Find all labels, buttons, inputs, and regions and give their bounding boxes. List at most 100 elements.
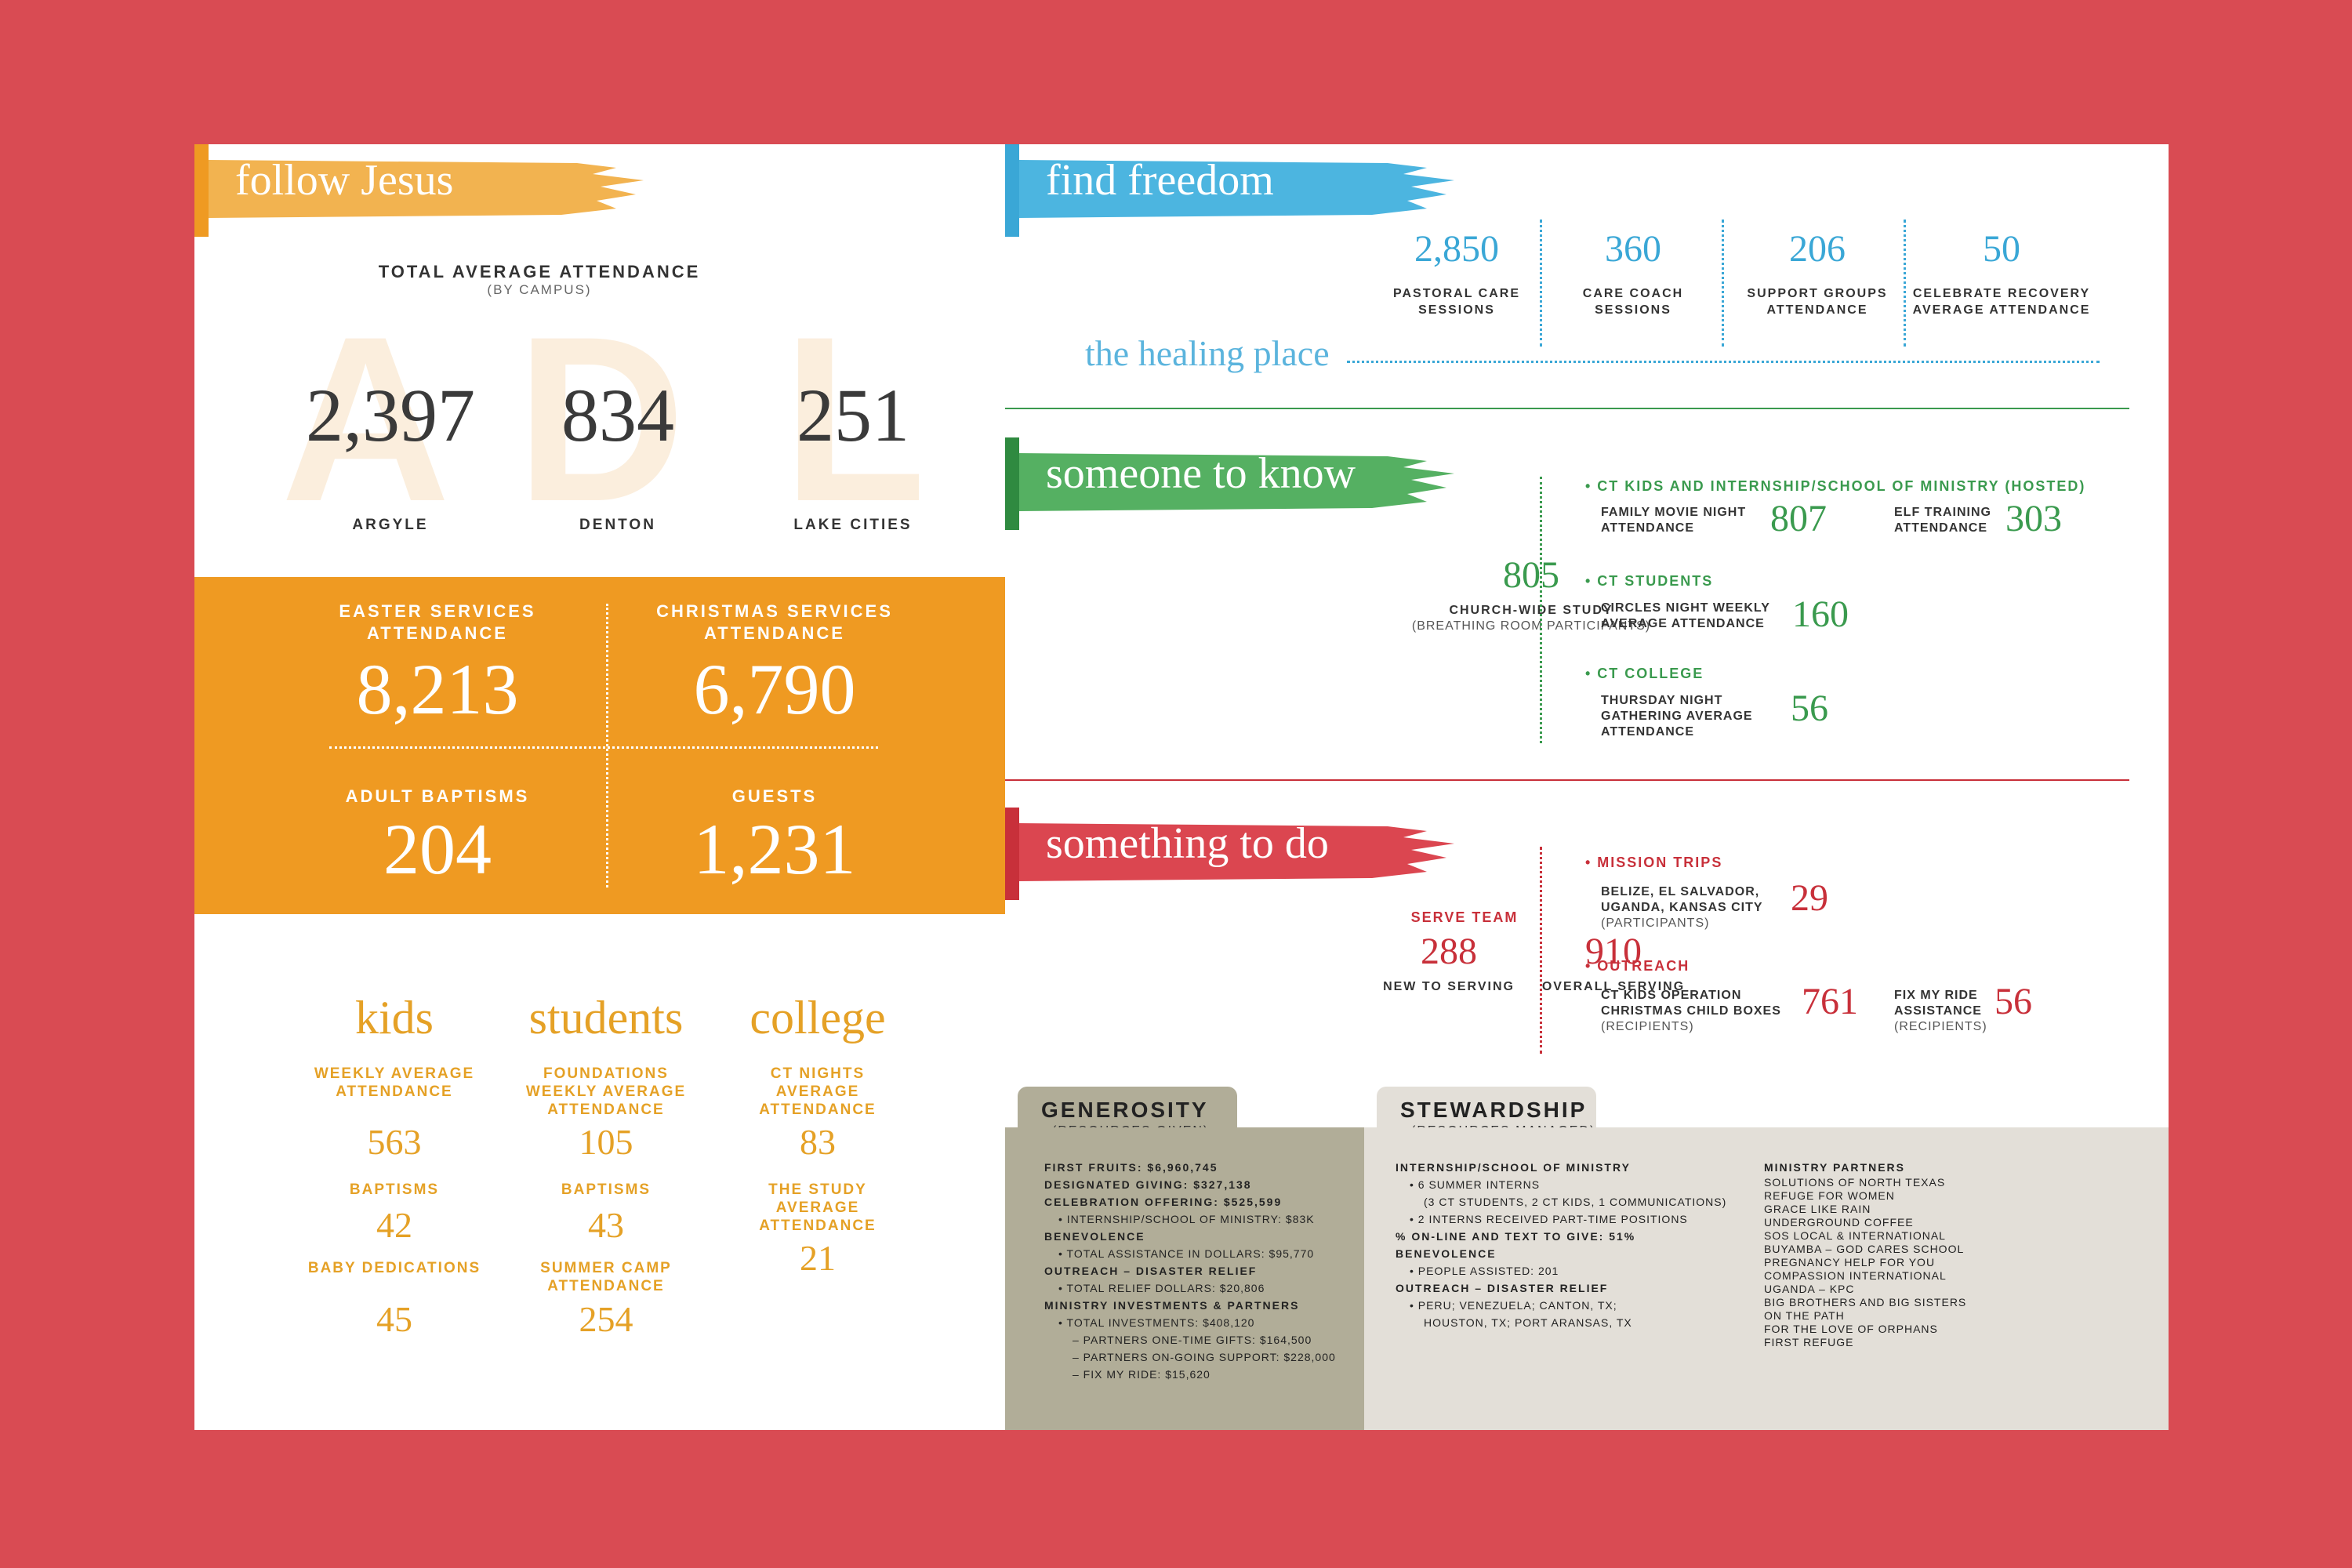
celebrate-recovery-value: 50 <box>1983 228 2020 270</box>
outreach-heading: • OUTREACH <box>1585 958 1690 974</box>
argyle-label: ARGYLE <box>352 517 429 533</box>
pastoral-care-value: 2,850 <box>1414 228 1499 270</box>
total-attendance-label: TOTAL AVERAGE ATTENDANCE <box>378 262 701 281</box>
ct-college-heading: • CT COLLEGE <box>1585 666 1704 681</box>
section-divider-red <box>1005 779 2129 781</box>
christmas-value: 6,790 <box>693 649 856 729</box>
partner-item: UNDERGROUND COFFEE <box>1764 1216 1914 1229</box>
ct-kids-heading: • CT KIDS AND INTERNSHIP/SCHOOL OF MINIS… <box>1585 478 2086 494</box>
box-divider-vertical <box>606 604 608 887</box>
banner-tab <box>1005 144 1019 237</box>
church-study-label: CHURCH-WIDE STUDY <box>1449 604 1613 617</box>
elf-training-label: ELF TRAINING ATTENDANCE <box>1894 506 1991 535</box>
circles-night-label: CIRCLES NIGHT WEEKLY AVERAGE ATTENDANCE <box>1601 601 1770 630</box>
pastoral-care-label: PASTORAL CARE SESSIONS <box>1392 287 1520 317</box>
banner-tab <box>1005 437 1019 530</box>
stewardship-list: INTERNSHIP/SCHOOL OF MINISTRY • 6 SUMMER … <box>1396 1159 1726 1331</box>
ministry-partners: MINISTRY PARTNERS SOLUTIONS OF NORTH TEX… <box>1764 1159 1966 1349</box>
stewardship-panel: INTERNSHIP/SCHOOL OF MINISTRY • 6 SUMMER … <box>1364 1127 2169 1430</box>
college-heading: college <box>750 992 886 1044</box>
fix-my-ride-value: 56 <box>1994 981 2032 1022</box>
celebrate-recovery-label: CELEBRATE RECOVERY AVERAGE ATTENDANCE <box>1912 287 2091 317</box>
list-item: FIRST FRUITS: $6,960,745 <box>1044 1161 1218 1174</box>
generosity-panel: FIRST FRUITS: $6,960,745 DESIGNATED GIVIN… <box>1005 1127 1364 1430</box>
college-ct-nights-label: CT NIGHTS AVERAGE ATTENDANCE <box>759 1065 877 1118</box>
support-groups-label: SUPPORT GROUPS ATTENDANCE <box>1747 287 1888 317</box>
partner-item: BUYAMBA – GOD CARES SCHOOL <box>1764 1243 1965 1255</box>
partner-item: GRACE LIKE RAIN <box>1764 1203 1871 1215</box>
occ-boxes-label: CT KIDS OPERATION CHRISTMAS CHILD BOXES <box>1601 989 1781 1018</box>
guests-value: 1,231 <box>693 809 856 889</box>
list-item: DESIGNATED GIVING: $327,138 <box>1044 1178 1252 1191</box>
generosity-list: FIRST FRUITS: $6,960,745 DESIGNATED GIVIN… <box>1044 1159 1336 1383</box>
partner-item: REFUGE FOR WOMEN <box>1764 1189 1895 1202</box>
guests-label: GUESTS <box>731 786 818 806</box>
baptisms-label: ADULT BAPTISMS <box>345 786 530 806</box>
partner-item: UGANDA – KPC <box>1764 1283 1855 1295</box>
lake-cities-label: LAKE CITIES <box>793 517 913 533</box>
kids-baptisms-value: 42 <box>376 1205 412 1245</box>
overall-serving-label: OVERALL SERVING <box>1541 980 1686 993</box>
list-item: • 6 SUMMER INTERNS <box>1410 1178 1541 1191</box>
partner-item: ON THE PATH <box>1764 1309 1845 1322</box>
care-coach-label: CARE COACH SESSIONS <box>1582 287 1684 317</box>
list-item: • PEOPLE ASSISTED: 201 <box>1410 1265 1559 1277</box>
list-item: • 2 INTERNS RECEIVED PART-TIME POSITIONS <box>1410 1213 1688 1225</box>
generosity-tab: GENEROSITY (RESOURCES GIVEN) <box>1018 1087 1237 1138</box>
kids-weekly-value: 563 <box>367 1122 422 1162</box>
annual-report-spread: follow Jesus TOTAL AVERAGE ATTENDANCE (B… <box>194 144 2169 1430</box>
denton-label: DENTON <box>579 517 656 533</box>
campus-letter-a: A <box>281 287 451 550</box>
argyle-value: 2,397 <box>306 373 475 457</box>
baptisms-value: 204 <box>383 809 492 889</box>
partner-item: FOR THE LOVE OF ORPHANS <box>1764 1323 1938 1335</box>
thursday-night-label: THURSDAY NIGHT GATHERING AVERAGE ATTENDA… <box>1601 694 1753 739</box>
new-serving-value: 288 <box>1421 931 1477 972</box>
list-item: MINISTRY INVESTMENTS & PARTNERS <box>1044 1299 1300 1312</box>
partner-item: SOS LOCAL & INTERNATIONAL <box>1764 1229 1946 1242</box>
elf-training-value: 303 <box>2005 498 2062 539</box>
movie-night-value: 807 <box>1770 498 1827 539</box>
stat-divider <box>1904 220 1906 347</box>
college-study-value: 21 <box>800 1238 836 1278</box>
section-title: follow Jesus <box>235 156 454 205</box>
college-study-label: THE STUDY AVERAGE ATTENDANCE <box>759 1181 877 1234</box>
care-coach-value: 360 <box>1605 228 1661 270</box>
kids-baptisms-label: BAPTISMS <box>349 1181 440 1198</box>
mission-trips-sub: (PARTICIPANTS) <box>1601 916 1710 930</box>
kids-dedications-label: BABY DEDICATIONS <box>307 1260 481 1276</box>
easter-value: 8,213 <box>356 649 519 729</box>
fix-my-ride-sub: (RECIPIENTS) <box>1894 1020 1987 1033</box>
stat-divider <box>1540 220 1542 347</box>
partner-item: SOLUTIONS OF NORTH TEXAS <box>1764 1176 1946 1189</box>
partner-item: COMPASSION INTERNATIONAL <box>1764 1269 1947 1282</box>
section-title: something to do <box>1046 819 1329 868</box>
occ-boxes-sub: (RECIPIENTS) <box>1601 1020 1694 1033</box>
brush-stroke-orange <box>209 160 644 218</box>
students-foundations-value: 105 <box>579 1122 633 1162</box>
thursday-night-value: 56 <box>1791 688 1828 729</box>
list-item: INTERNSHIP/SCHOOL OF MINISTRY <box>1396 1161 1631 1174</box>
campus-letter-d: D <box>516 287 686 550</box>
ministry-partners-list: SOLUTIONS OF NORTH TEXAS REFUGE FOR WOMEN… <box>1764 1176 1966 1349</box>
list-item: – FIX MY RIDE: $15,620 <box>1073 1368 1210 1381</box>
mission-trips-label: BELIZE, EL SALVADOR, UGANDA, KANSAS CITY <box>1601 885 1763 914</box>
list-item: % ON-LINE AND TEXT TO GIVE: 51% <box>1396 1230 1636 1243</box>
list-item: • TOTAL INVESTMENTS: $408,120 <box>1058 1316 1255 1329</box>
partner-item: FIRST REFUGE <box>1764 1336 1854 1348</box>
support-groups-value: 206 <box>1789 228 1846 270</box>
students-baptisms-value: 43 <box>588 1205 624 1245</box>
list-item: HOUSTON, TX; PORT ARANSAS, TX <box>1424 1316 1632 1329</box>
list-item: BENEVOLENCE <box>1396 1247 1497 1260</box>
campus-letter-l: L <box>782 287 927 550</box>
kids-dedications-value: 45 <box>376 1299 412 1339</box>
box-divider-horizontal <box>329 746 878 749</box>
section-title: someone to know <box>1046 449 1356 498</box>
section-divider-green <box>1005 408 2129 409</box>
brush-stroke-blue <box>1019 160 1454 218</box>
highlights-box: EASTER SERVICES ATTENDANCE 8,213 CHRISTM… <box>194 577 1005 914</box>
list-item: BENEVOLENCE <box>1044 1230 1145 1243</box>
list-item: – PARTNERS ONE-TIME GIFTS: $164,500 <box>1073 1334 1312 1346</box>
list-item: • TOTAL RELIEF DOLLARS: $20,806 <box>1058 1282 1265 1294</box>
kids-heading: kids <box>354 992 434 1044</box>
